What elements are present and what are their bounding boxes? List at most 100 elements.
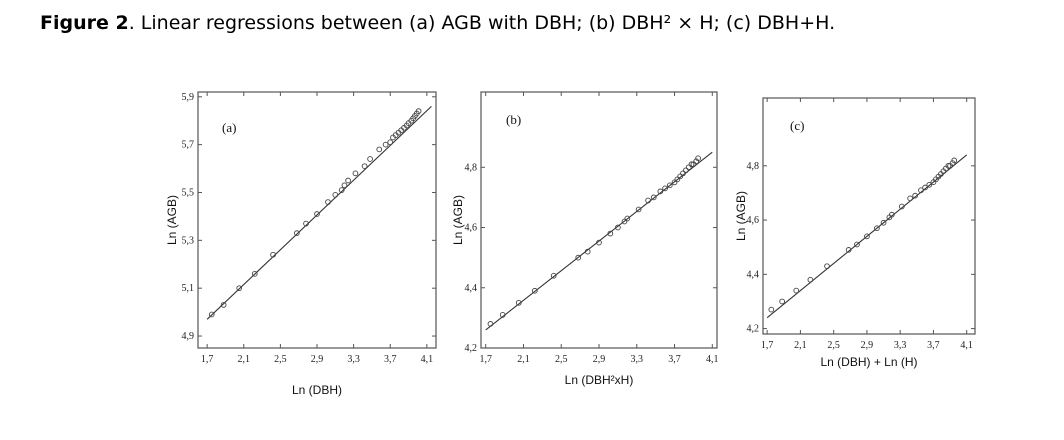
- y-tick-label: 5,5: [182, 187, 195, 198]
- data-point: [845, 247, 852, 253]
- x-tick-label: 3,7: [668, 354, 681, 365]
- data-point: [880, 219, 887, 226]
- data-point: [550, 272, 557, 279]
- x-tick-label: 2,1: [794, 340, 807, 351]
- x-tick-label: 3,3: [347, 354, 360, 365]
- plot-frame: [480, 91, 718, 349]
- data-point: [695, 155, 701, 162]
- data-point: [824, 263, 830, 270]
- y-axis-label: Ln (AGB): [165, 195, 179, 245]
- x-tick-label: 4,1: [960, 340, 973, 351]
- data-point: [270, 251, 276, 258]
- data-point: [208, 311, 215, 318]
- y-tick-label: 4,6: [465, 223, 478, 234]
- data-point: [338, 187, 345, 193]
- chart-panel-c: 1,7 2,1 2,5 2,9 3,3 3,7 4,1 4,2 4,4 4,6 4,8 (c) Ln (…: [734, 97, 976, 369]
- data-point: [382, 141, 389, 148]
- data-point: [926, 181, 933, 188]
- y-axis-label: Ln (AGB): [734, 191, 748, 241]
- data-point: [531, 287, 538, 294]
- data-point: [584, 248, 591, 255]
- chart-panel-a: 1,7 2,1 2,5 2,9 3,3 3,7 4,1 4,9 5,1 5,3 5,5 5,7 5,9 (…: [165, 91, 437, 397]
- data-point: [874, 225, 880, 232]
- data-point: [607, 230, 614, 237]
- data-point: [922, 184, 928, 191]
- data-point: [779, 298, 785, 305]
- x-tick-label: 3,7: [927, 340, 940, 351]
- figure-label: Figure 2: [40, 12, 129, 34]
- data-point: [864, 233, 870, 240]
- data-point: [898, 203, 905, 210]
- caption-text: . Linear regressions between (a) AGB wit…: [128, 12, 836, 34]
- data-point: [624, 215, 631, 222]
- data-point: [662, 185, 668, 192]
- data-point: [635, 206, 642, 213]
- y-tick-label: 4,4: [465, 283, 478, 294]
- data-point: [352, 170, 359, 177]
- data-point: [793, 287, 800, 294]
- data-point: [236, 285, 243, 292]
- data-point: [674, 176, 681, 183]
- x-tick-label: 2,9: [861, 340, 874, 351]
- data-point: [314, 211, 320, 217]
- x-tick-label: 2,1: [238, 354, 251, 365]
- data-point: [690, 161, 697, 168]
- data-point: [907, 195, 914, 202]
- data-point: [889, 211, 895, 218]
- data-point: [515, 299, 522, 306]
- y-tick-label: 4,6: [747, 215, 760, 226]
- data-point: [361, 163, 368, 170]
- x-tick-label: 2,5: [827, 340, 840, 351]
- x-tick-label: 3,3: [631, 354, 644, 365]
- data-point: [945, 162, 952, 169]
- x-tick-label: 3,3: [894, 340, 907, 351]
- data-point: [666, 182, 673, 189]
- x-axis-label: Ln (DBH) + Ln (H): [820, 355, 917, 369]
- data-point: [294, 230, 300, 237]
- y-tick-label: 5,3: [182, 235, 195, 246]
- data-point: [688, 161, 695, 168]
- y-axis-label: Ln (AGB): [451, 195, 465, 245]
- x-tick-label: 1,7: [201, 354, 214, 365]
- x-tick-label: 2,9: [593, 354, 606, 365]
- y-tick-label: 4,4: [747, 269, 760, 280]
- y-tick-label: 4,9: [182, 331, 195, 342]
- data-point: [487, 321, 494, 327]
- data-point: [693, 158, 700, 165]
- data-point: [499, 312, 506, 318]
- data-point: [341, 182, 348, 189]
- x-tick-label: 2,9: [311, 354, 324, 365]
- y-tick-label: 5,7: [182, 140, 195, 151]
- data-point: [621, 218, 628, 225]
- data-point: [645, 197, 651, 204]
- data-point: [671, 179, 678, 186]
- regression-line: [485, 151, 713, 331]
- data-point: [596, 239, 602, 246]
- x-tick-label: 4,1: [706, 354, 719, 365]
- data-point: [854, 241, 860, 248]
- data-point: [615, 224, 621, 231]
- panel-label: (b): [506, 112, 521, 127]
- x-tick-label: 3,7: [384, 354, 397, 365]
- x-tick-label: 2,1: [517, 354, 530, 365]
- data-point: [251, 270, 258, 277]
- x-tick-label: 1,7: [479, 354, 492, 365]
- data-point: [367, 156, 373, 162]
- data-point: [415, 108, 422, 114]
- data-point: [682, 167, 689, 174]
- data-point: [325, 199, 331, 205]
- data-point: [680, 170, 686, 177]
- figure-caption: Figure 2. Linear regressions between (a)…: [40, 12, 835, 34]
- y-tick-label: 5,1: [182, 283, 195, 294]
- panel-label: (c): [790, 118, 804, 133]
- y-tick-label: 5,9: [182, 92, 195, 103]
- y-tick-label: 4,8: [747, 161, 760, 172]
- y-tick-label: 4,2: [747, 324, 760, 335]
- x-tick-label: 2,5: [274, 354, 287, 365]
- data-point: [768, 306, 775, 313]
- data-point: [376, 146, 383, 153]
- data-point: [677, 173, 684, 180]
- data-point: [657, 188, 664, 195]
- x-tick-label: 1,7: [761, 340, 774, 351]
